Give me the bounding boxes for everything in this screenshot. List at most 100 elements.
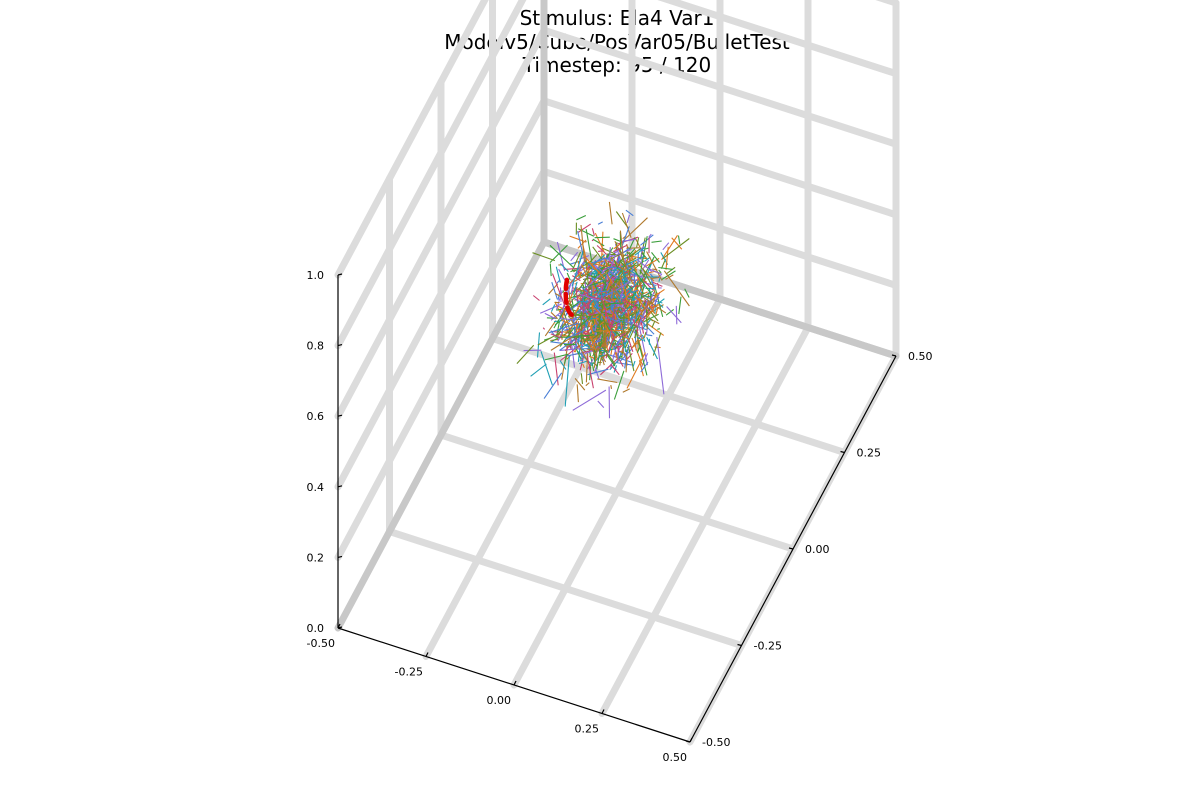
trajectory-segment — [627, 344, 635, 372]
trajectory-outlier-segment — [622, 298, 638, 309]
z-tick-mark-1 — [337, 555, 343, 558]
trajectory-segment — [572, 275, 581, 282]
trajectory-segment — [593, 324, 602, 368]
trajectory-segment — [579, 293, 600, 301]
trajectory-segment — [641, 319, 652, 330]
trajectory-segment — [626, 352, 646, 389]
trajectory-segment — [569, 235, 584, 242]
trajectory-segment — [616, 325, 635, 363]
trajectory-segment — [635, 296, 647, 310]
trajectory-segment — [614, 311, 621, 323]
trajectory-segment — [629, 300, 645, 329]
trajectory-segment — [544, 353, 569, 361]
trajectory-segment — [598, 290, 610, 293]
trajectory-outlier-segment — [600, 296, 615, 341]
y-tick-mark-4 — [891, 354, 897, 357]
trajectory-segment — [551, 282, 558, 300]
trajectory-segment — [615, 278, 634, 291]
trajectory-segment — [613, 370, 625, 400]
trajectory-segment — [624, 295, 627, 298]
trajectory-segment — [544, 320, 557, 337]
trajectory-segment — [666, 306, 682, 324]
trajectory-segment — [636, 237, 640, 248]
trajectory-segment — [630, 262, 637, 268]
trajectory-segment — [600, 283, 605, 296]
wall-left-grid-z-4 — [334, 0, 489, 279]
trajectory-segment — [622, 307, 641, 320]
trajectory-segment — [599, 349, 609, 353]
trajectory-segment — [598, 266, 602, 269]
trajectory-segment — [626, 247, 640, 249]
z-tick-label-1: 0.2 — [307, 551, 325, 564]
trajectory-segment — [632, 318, 637, 326]
trajectory-segment — [684, 288, 690, 298]
trajectory-segment — [657, 298, 665, 305]
trajectory-segment — [584, 322, 588, 329]
trajectory-segment — [613, 365, 618, 373]
trajectory-segment — [661, 235, 678, 261]
trajectory-segment — [608, 268, 618, 279]
trajectory-segment — [557, 323, 567, 333]
wall-left-grid-z-1 — [334, 97, 548, 491]
trajectory-segment — [662, 238, 690, 260]
trajectory-segment — [613, 277, 616, 280]
z-tick-label-4: 0.8 — [307, 340, 325, 353]
trajectory-segment — [640, 290, 654, 298]
trajectory-segment — [591, 285, 593, 291]
trajectory-segment — [658, 269, 662, 274]
trajectory-segment — [576, 384, 579, 403]
trajectory-segment — [556, 321, 560, 337]
y-tick-label-4: 0.50 — [908, 350, 933, 363]
trajectory-outlier-segment — [550, 335, 575, 351]
trajectory-segment — [652, 332, 662, 356]
trajectory-segment — [598, 291, 614, 298]
trajectory-segment — [589, 295, 604, 301]
trajectory-segment — [577, 230, 584, 255]
trajectory-segment — [548, 283, 559, 295]
trajectory-segment — [554, 292, 561, 298]
trajectory-segment — [622, 388, 630, 393]
trajectory-segment — [605, 282, 609, 289]
trajectory-segment — [590, 300, 597, 304]
trajectory-segment — [602, 317, 611, 331]
wall-back-grid-z-1 — [540, 97, 900, 219]
trajectory-segment — [647, 316, 650, 321]
trajectory-outlier-segment — [571, 251, 584, 287]
trajectory-segment — [608, 339, 615, 353]
trajectory-segment — [631, 301, 634, 304]
trajectory-segment — [648, 233, 652, 238]
trajectory-segment — [629, 247, 642, 258]
trajectory-segment — [576, 215, 587, 221]
wall-left-grid-z-0 — [334, 167, 548, 561]
grid-layer — [334, 0, 900, 746]
z-tick-mark-4 — [337, 344, 343, 347]
trajectory-segment — [647, 300, 667, 314]
trajectory-segment — [671, 237, 683, 250]
trajectory-segment — [620, 347, 624, 353]
trajectory-segment — [581, 264, 587, 275]
trajectory-segment — [579, 359, 584, 362]
trajectory-segment — [537, 332, 561, 346]
trajectory-segment — [605, 316, 620, 324]
trajectory-segment — [618, 332, 627, 338]
trajectory-segment — [613, 259, 619, 269]
trajectory-segment — [612, 255, 646, 272]
trajectory-segment — [626, 277, 630, 285]
trajectory-segment — [651, 320, 656, 328]
trajectory-segment — [646, 301, 656, 315]
trajectory-segment — [628, 248, 636, 256]
trajectory-segment — [616, 316, 630, 320]
trajectory-segment — [618, 308, 623, 313]
trajectory-segment — [653, 291, 661, 306]
y-tick-mark-2 — [788, 547, 794, 550]
trajectory-segment — [570, 269, 576, 273]
wall-back-grid-z-0 — [540, 167, 900, 289]
trajectory-segment — [582, 281, 602, 289]
trajectory-segment — [627, 271, 633, 282]
trajectory-segment — [577, 239, 587, 249]
trajectory-segment — [625, 349, 628, 353]
trajectory-segment — [599, 340, 610, 349]
trajectory-segment — [639, 269, 646, 279]
trajectory-segment — [586, 355, 594, 389]
trajectory-outlier-segment — [663, 270, 690, 307]
